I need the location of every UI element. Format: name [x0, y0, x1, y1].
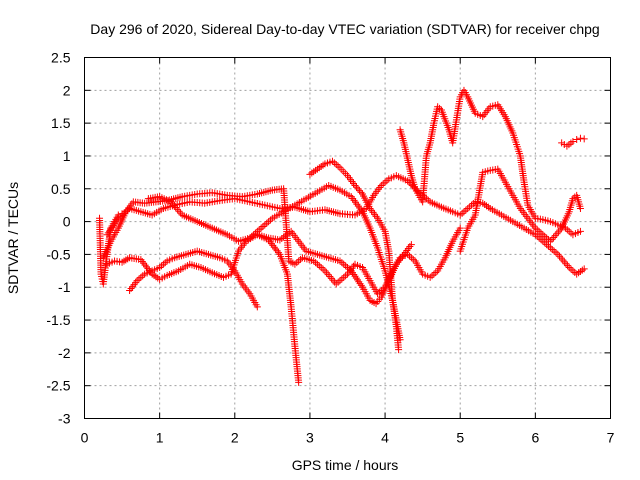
y-tick-label: -2.5	[46, 378, 70, 394]
data-point	[266, 238, 274, 246]
data-point	[355, 278, 363, 286]
data-point	[354, 185, 362, 193]
data-point	[351, 181, 359, 189]
data-point	[456, 224, 464, 232]
data-point	[118, 210, 126, 218]
data-point	[350, 270, 358, 278]
data-point	[351, 272, 359, 280]
y-axis-label: SDTVAR / TECUs	[5, 182, 21, 294]
data-point	[573, 136, 581, 144]
x-tick-label: 6	[531, 430, 539, 446]
data-point	[576, 134, 584, 142]
data-point	[253, 303, 261, 311]
data-point	[273, 247, 281, 255]
data-point	[267, 240, 275, 248]
data-point	[353, 183, 361, 191]
data-point	[269, 241, 277, 249]
x-tick-label: 3	[306, 430, 314, 446]
data-point	[347, 267, 355, 275]
data-point	[396, 336, 404, 344]
data-point	[356, 280, 364, 288]
data-point	[357, 281, 365, 289]
data-point	[272, 245, 280, 253]
data-point	[576, 227, 584, 235]
data-point	[270, 243, 278, 251]
data-point	[356, 187, 364, 195]
data-point	[295, 378, 303, 386]
x-tick-label: 0	[81, 430, 89, 446]
x-tick-label: 1	[156, 430, 164, 446]
y-tick-label: -1.5	[46, 312, 70, 328]
y-tick-label: 1.5	[51, 115, 71, 131]
data-point	[145, 266, 153, 274]
y-tick-label: 1	[63, 148, 71, 164]
y-tick-label: 0	[63, 214, 71, 230]
x-tick-label: 2	[231, 430, 239, 446]
x-tick-label: 5	[456, 430, 464, 446]
data-point	[395, 346, 403, 354]
y-tick-label: 2.5	[51, 50, 71, 66]
data-point	[569, 138, 577, 146]
x-tick-label: 7	[607, 430, 615, 446]
data-point	[142, 263, 150, 271]
data-point	[274, 249, 282, 257]
data-point	[349, 269, 357, 277]
y-tick-label: -0.5	[46, 246, 70, 262]
data-point	[580, 135, 588, 143]
y-tick-label: -1	[58, 279, 71, 295]
y-tick-label: -2	[58, 345, 71, 361]
tick-labels: 0 1 2 3 4 5 6 7 -3 -2.5 -2 -1.5 -1 -0.5 0 0.5 1 1.5 2 2.5	[46, 50, 614, 446]
data-point	[144, 265, 152, 273]
y-tick-label: 2	[63, 82, 71, 98]
data-point	[354, 276, 362, 284]
data-point	[352, 274, 360, 282]
data-point	[137, 256, 145, 264]
data-point	[141, 261, 149, 269]
data-point	[138, 257, 146, 265]
chart-title: Day 296 of 2020, Sidereal Day-to-day VTE…	[90, 21, 599, 37]
plot-frame	[84, 57, 611, 419]
data-point	[140, 259, 148, 267]
x-tick-label: 4	[381, 430, 389, 446]
data-point	[404, 177, 412, 185]
y-tick-label: 0.5	[51, 181, 71, 197]
data-point	[407, 241, 415, 249]
data-point	[576, 204, 584, 212]
data-point	[357, 188, 365, 196]
data-point	[580, 265, 588, 273]
data-point	[114, 211, 122, 219]
x-axis-label: GPS time / hours	[292, 457, 399, 473]
data-point	[147, 268, 155, 276]
data-points	[96, 86, 588, 386]
y-tick-label: -3	[58, 411, 71, 427]
